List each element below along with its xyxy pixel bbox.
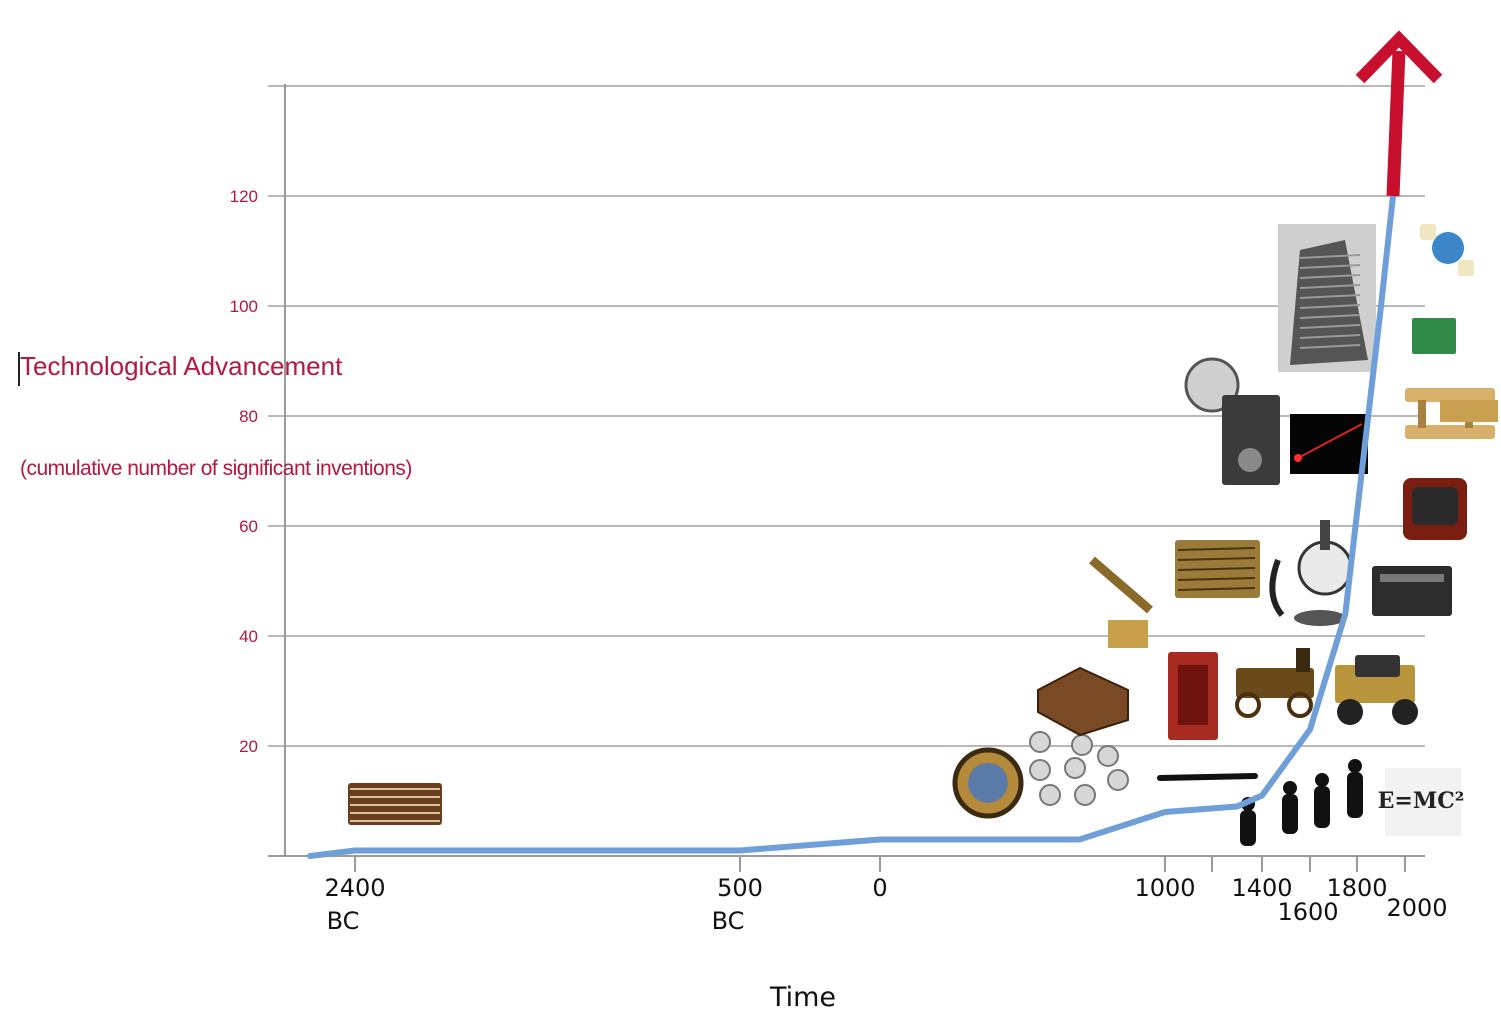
x-tick-label: 1400: [1231, 874, 1292, 902]
axes: [268, 84, 1425, 872]
human-figure-body: [1347, 772, 1363, 818]
skyscraper-floor: [1299, 324, 1361, 329]
telephone-base: [1294, 610, 1346, 626]
cabinet-door: [1178, 665, 1208, 725]
automobile-roof: [1355, 655, 1400, 677]
y-axis-title: Technological Advancement: [20, 351, 343, 381]
skyscraper-floor: [1299, 284, 1361, 289]
carriage-wheel: [1235, 692, 1261, 718]
camera-lens: [1238, 448, 1262, 472]
television-screen: [1412, 487, 1458, 525]
ball-bearing: [1097, 745, 1119, 767]
laser-dot: [1294, 454, 1302, 462]
press-detail: [1177, 587, 1256, 591]
network-node: [1420, 224, 1436, 240]
x-tick-label: BC: [327, 907, 360, 935]
radio-dial: [1380, 574, 1444, 582]
emc2-formula: E=MC²: [1378, 788, 1465, 814]
airplane-strut: [1418, 400, 1426, 428]
laser-beam: [1297, 423, 1363, 459]
x-tick-label: 500: [717, 874, 763, 902]
ball-bearing: [1039, 784, 1061, 806]
ball-bearing: [1071, 734, 1093, 756]
carriage-wheel: [1287, 692, 1313, 718]
human-figure-body: [1314, 786, 1330, 828]
telephone-stem: [1320, 520, 1330, 550]
gridlines: [268, 85, 1425, 747]
press-detail: [1177, 547, 1256, 551]
human-figure-head: [1283, 781, 1297, 795]
steam-carriage-illustration: [1236, 668, 1314, 698]
laser-illustration: [1290, 414, 1368, 474]
series: [307, 30, 1443, 859]
ball-bearing: [1074, 784, 1096, 806]
human-figure-body: [1240, 810, 1256, 846]
ball-bearing: [1107, 769, 1129, 791]
y-tick-label: 40: [239, 627, 258, 646]
press-detail: [1177, 567, 1256, 571]
network-node: [1458, 260, 1474, 276]
tick-labels: 20 40 60 80 100 120 2400 BC 500 BC 0 1000 1400160018…: [230, 187, 1448, 935]
skyscraper-floor: [1299, 344, 1361, 349]
skyscraper-floor: [1299, 304, 1361, 309]
telescope-illustration: [1089, 556, 1153, 614]
invention-illustrations: E=MC²: [348, 224, 1498, 846]
ball-bearing: [1029, 731, 1051, 753]
x-tick-label: 2000: [1386, 894, 1447, 922]
human-figure-head: [1348, 759, 1362, 773]
x-axis-title: Time: [769, 982, 836, 1013]
human-figure-head: [1315, 773, 1329, 787]
radio-illustration: [1372, 566, 1452, 616]
fountain-pen-illustration: [1157, 773, 1258, 781]
skyscraper-floor: [1299, 314, 1361, 319]
ball-bearing: [1029, 759, 1051, 781]
x-tick-label: BC: [712, 907, 745, 935]
emc2-panel: [1385, 768, 1461, 836]
series-line: [307, 193, 1396, 859]
telephone-receiver: [1269, 558, 1285, 617]
skyscraper-floor: [1299, 294, 1361, 299]
growth-arrow-shaft: [1386, 50, 1406, 197]
y-axis-subtitle: (cumulative number of significant invent…: [20, 457, 412, 480]
human-figure-body: [1282, 794, 1298, 834]
x-tick-label: 0: [872, 874, 887, 902]
camera-illustration: [1222, 395, 1280, 485]
y-tick-label: 80: [239, 407, 258, 426]
growth-arrow-head: [1355, 30, 1443, 84]
skyscraper-floor: [1299, 274, 1361, 279]
y-tick-label: 120: [230, 187, 258, 206]
ball-bearing: [1064, 757, 1086, 779]
calculating-machine-illustration: [1037, 666, 1129, 737]
skyscraper-floor: [1299, 264, 1361, 269]
automobile-wheel: [1337, 699, 1363, 725]
airplane-illustration: [1440, 400, 1498, 422]
x-tick-label: 1600: [1277, 898, 1338, 926]
airplane-upper-wing: [1405, 388, 1495, 402]
x-tick-label: 1000: [1134, 874, 1195, 902]
circuit-board-illustration: [1412, 318, 1456, 354]
globe-network-illustration: [1432, 232, 1464, 264]
y-tick-label: 100: [230, 297, 258, 316]
carriage-stack: [1296, 648, 1310, 672]
astrolabe-center: [968, 763, 1008, 803]
x-tick-label: 1800: [1326, 874, 1387, 902]
press-detail: [1177, 557, 1256, 561]
telescope-base: [1108, 620, 1148, 648]
y-tick-label: 20: [239, 737, 258, 756]
press-detail: [1177, 577, 1256, 581]
skyscraper-floor: [1299, 334, 1361, 339]
skyscraper-floor: [1299, 254, 1361, 259]
airplane-lower-wing: [1405, 425, 1495, 439]
automobile-wheel: [1392, 699, 1418, 725]
skyscraper-building: [1290, 240, 1368, 365]
x-tick-label: 2400: [324, 874, 385, 902]
y-tick-label: 60: [239, 517, 258, 536]
text-cursor: [18, 352, 20, 386]
